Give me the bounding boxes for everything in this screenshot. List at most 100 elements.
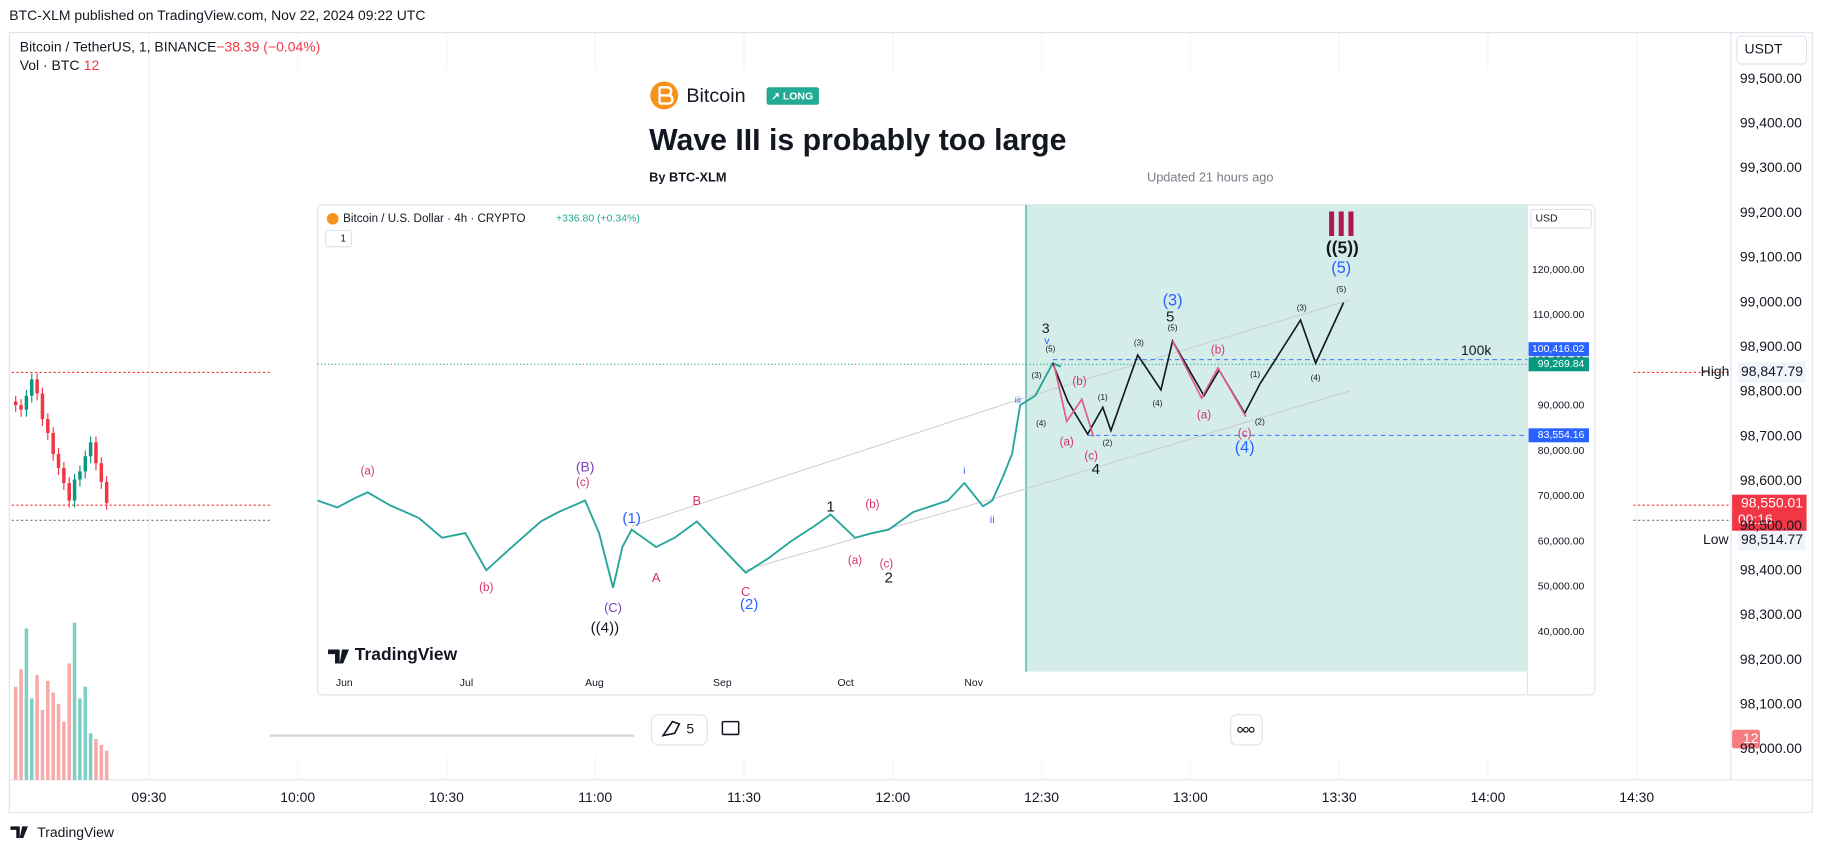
wave-label: (4) (1036, 419, 1046, 428)
candle (94, 442, 98, 464)
volume-bar (67, 663, 71, 780)
volume-label: Vol · BTC (20, 57, 80, 73)
inner-currency-box (1530, 208, 1592, 229)
symbol-name: Bitcoin / TetherUS, 1, BINANCE (20, 38, 217, 54)
watermark: TradingView (355, 644, 458, 664)
volume-bar (24, 628, 29, 780)
time-tick-label: 09:30 (131, 789, 166, 805)
comment-button[interactable] (721, 720, 740, 736)
wave-label: A (652, 570, 661, 585)
volume-bar (40, 710, 45, 780)
volume-value: 12 (84, 57, 100, 73)
high-badge (1737, 361, 1806, 383)
wave-label: (b) (1072, 375, 1086, 388)
candle (51, 432, 55, 454)
price-path (317, 361, 1062, 589)
wave-label: (1) (1250, 370, 1260, 379)
wave-label: (C) (604, 600, 622, 615)
wave-label: (5) (1331, 259, 1351, 277)
price-tick-label: 98,200.00 (1740, 651, 1802, 667)
inner-tick-label: 110,000.00 (1533, 310, 1585, 321)
level-lines (11, 371, 1731, 521)
month-label: Jul (460, 678, 473, 689)
high-value: 98,847.79 (1741, 363, 1803, 379)
volume-bar (51, 692, 55, 780)
countdown: 00:16 (1738, 511, 1773, 527)
inner-tick-label: 50,000.00 (1538, 582, 1585, 593)
wave-label: iii (1015, 395, 1021, 405)
wave-label: (2) (1102, 439, 1112, 448)
inner-symbol: Bitcoin / U.S. Dollar · 4h · CRYPTO (343, 212, 525, 225)
volume-bar (104, 750, 109, 780)
candle (72, 479, 77, 501)
mini-candles (13, 373, 109, 780)
wave-label: ((5)) (1326, 238, 1359, 258)
time-tick-label: 12:30 (1024, 789, 1059, 805)
dot (1242, 726, 1249, 733)
candle (35, 379, 39, 394)
volume-bar (78, 698, 82, 780)
inner-bitcoin-icon (326, 213, 339, 225)
price-tick-label: 98,600.00 (1740, 472, 1802, 488)
currency-label[interactable]: USDT (1745, 41, 1783, 57)
low-badge (1737, 529, 1806, 551)
wave-label: (2) (740, 596, 758, 613)
bitcoin-glyph (658, 86, 674, 105)
price-tick-label: 99,000.00 (1740, 293, 1802, 309)
interval-label: 1 (340, 233, 346, 244)
trend-line (1023, 299, 1350, 399)
volume-bar (35, 675, 39, 780)
wave-label: (5) (1168, 323, 1178, 332)
wave-label: 2 (885, 569, 893, 586)
wave-label: 5 (1166, 309, 1174, 326)
projection-zone (1026, 204, 1528, 672)
time-tick-label: 14:30 (1619, 789, 1654, 805)
wave-label: (1) (622, 510, 640, 527)
low-value: 98,514.77 (1741, 531, 1803, 547)
wave-label: 3 (1042, 320, 1050, 336)
wave-label: (3) (1297, 304, 1307, 313)
more-button[interactable] (1230, 714, 1263, 746)
inner-tick-label: 60,000.00 (1538, 536, 1585, 547)
interval-button (325, 229, 352, 248)
price-tag-label: 99,269.84 (1538, 359, 1585, 370)
candle (56, 453, 61, 468)
inner-tick-label: 70,000.00 (1538, 491, 1585, 502)
candle (19, 405, 23, 410)
wave-label: (3) (1134, 339, 1144, 348)
time-tick-label: 10:30 (429, 789, 464, 805)
more-icon (1237, 726, 1255, 733)
month-label: Oct (838, 678, 854, 689)
volume-bar (30, 698, 34, 780)
wave-label: i (963, 466, 965, 477)
card-asset: Bitcoin (686, 85, 745, 107)
dot (1237, 726, 1243, 733)
dot (1248, 726, 1255, 733)
time-tick-label: 14:00 (1470, 789, 1505, 805)
price-tick-label: 98,400.00 (1740, 561, 1802, 577)
candle (83, 456, 88, 472)
time-tick-label: 12:00 (875, 789, 910, 805)
long-badge (766, 87, 819, 105)
volume-bar (99, 744, 104, 780)
card-updated: Updated 21 hours ago (1147, 169, 1273, 184)
price-tick-label: 98,500.00 (1740, 517, 1802, 533)
wave-label: (b) (865, 498, 879, 511)
last-price-badge (1732, 494, 1807, 531)
candle (40, 393, 45, 420)
inner-tick-label: 40,000.00 (1538, 627, 1585, 638)
candle (13, 401, 18, 406)
long-label: ↗ LONG (771, 91, 813, 102)
inner-currency: USD (1536, 214, 1559, 225)
boost-button[interactable] (650, 714, 708, 746)
volume-bar (56, 704, 61, 780)
card-author[interactable]: By BTC-XLM (649, 169, 726, 184)
wave-label: (B) (576, 459, 595, 475)
inner-price-axis: 120,000.00110,000.00100,000.0090,000.008… (336, 265, 1590, 689)
price-axis: 99,500.00 99,400.00 99,300.00 99,200.00 99,1… (1740, 70, 1802, 756)
high-label: High (1701, 363, 1730, 379)
price-tick-label: 98,100.00 (1740, 696, 1802, 712)
currency-button[interactable] (1736, 35, 1808, 65)
boost-count[interactable]: 5 (686, 720, 694, 736)
